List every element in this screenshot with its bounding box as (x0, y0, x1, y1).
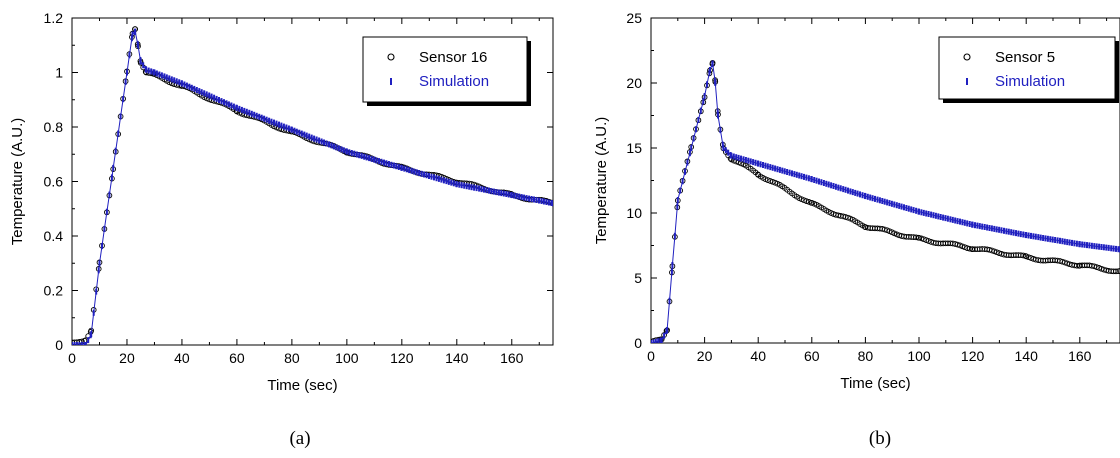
x-tick-label: 80 (284, 350, 300, 366)
panel-caption: (b) (869, 428, 891, 449)
data-point (1025, 254, 1032, 261)
data-point (1091, 263, 1098, 270)
data-point (913, 234, 919, 241)
x-tick-label: 40 (750, 348, 766, 364)
x-tick-label: 80 (858, 348, 874, 364)
x-tick-label: 160 (1068, 348, 1092, 364)
x-tick-label: 100 (335, 350, 359, 366)
data-point (1093, 264, 1100, 270)
data-point (1059, 258, 1066, 265)
x-tick-label: 0 (647, 348, 655, 364)
legend: Sensor 16 Simulation (362, 36, 531, 106)
y-tick-label: 0.4 (44, 228, 64, 244)
x-tick-label: 140 (445, 350, 469, 366)
legend-box (938, 36, 1116, 100)
plot-area (72, 26, 553, 345)
x-tick-label: 120 (390, 350, 414, 366)
legend-label: Simulation (419, 73, 489, 90)
series-simulation (651, 60, 1120, 343)
data-point (803, 198, 810, 204)
y-tick-label: 20 (626, 75, 642, 91)
data-point (1023, 253, 1030, 260)
x-tick-label: 20 (119, 350, 135, 366)
x-tick-label: 100 (907, 348, 931, 364)
legend-marker-circle (387, 53, 395, 61)
data-point (966, 245, 973, 252)
y-tick-label: 0.6 (44, 174, 64, 190)
legend-label: Simulation (995, 73, 1065, 90)
y-tick-label: 1.2 (44, 10, 64, 26)
y-tick-label: 25 (626, 10, 642, 26)
x-tick-label: 20 (697, 348, 713, 364)
legend: Sensor 5 Simulation (938, 36, 1119, 103)
y-axis-label: Temperature (A.U.) (593, 117, 610, 245)
data-point (842, 214, 849, 220)
y-tick-label: 0 (55, 337, 63, 353)
x-axis-label: Time (sec) (840, 375, 910, 392)
data-point (1020, 252, 1027, 259)
series-sensor-5 (651, 60, 1120, 343)
data-point (1074, 262, 1080, 269)
legend-label: Sensor 16 (419, 49, 487, 66)
x-tick-label: 40 (174, 350, 190, 366)
data-point (954, 241, 961, 248)
data-point (767, 178, 774, 184)
y-tick-label: 5 (634, 270, 642, 286)
data-point (881, 226, 888, 233)
x-tick-label: 60 (229, 350, 245, 366)
x-tick-label: 140 (1015, 348, 1039, 364)
legend-label: Sensor 5 (995, 49, 1055, 66)
y-tick-label: 1 (55, 65, 63, 81)
x-axis-label: Time (sec) (267, 377, 337, 394)
y-tick-label: 0.8 (44, 119, 64, 135)
data-point (1098, 265, 1105, 272)
legend-box (362, 36, 528, 103)
data-point (989, 247, 995, 254)
plot-area (651, 60, 1120, 343)
data-point (764, 177, 771, 183)
x-tick-label: 120 (961, 348, 985, 364)
x-tick-label: 60 (804, 348, 820, 364)
legend-marker-circle (963, 53, 971, 61)
y-tick-label: 10 (626, 205, 642, 221)
chart-panel-a: 0 20 40 60 80 100 120 140 160 0 0.2 0.4 0.6 0.8 1 1.2 Ti… (9, 10, 554, 449)
y-tick-label: 15 (626, 140, 642, 156)
data-point (996, 250, 1002, 256)
data-point (1113, 268, 1119, 275)
panel-caption: (a) (289, 428, 310, 449)
x-tick-label: 160 (500, 350, 524, 366)
x-tick-label: 0 (68, 350, 76, 366)
y-tick-label: 0 (634, 335, 642, 351)
series-simulation (72, 28, 553, 345)
data-point (918, 235, 925, 242)
chart-panel-b: 0 20 40 60 80 100 120 140 160 0 5 10 15 20 25 Time (sec… (593, 10, 1120, 449)
y-axis-label: Temperature (A.U.) (9, 118, 26, 246)
data-point (925, 238, 932, 244)
y-tick-label: 0.2 (44, 283, 64, 299)
